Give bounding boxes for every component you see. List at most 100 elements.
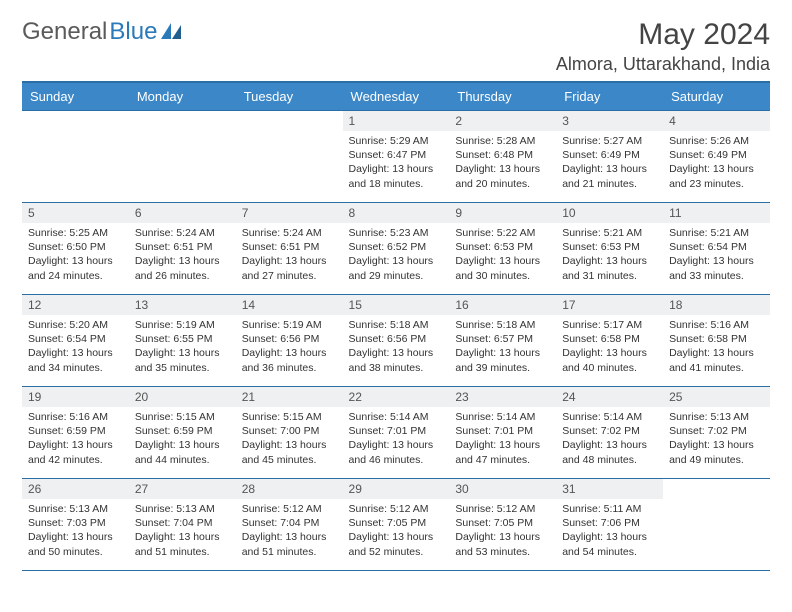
sunrise-line: Sunrise: 5:28 AM [455, 135, 535, 147]
day-details: Sunrise: 5:27 AMSunset: 6:49 PMDaylight:… [556, 131, 663, 197]
daylight-line: Daylight: 13 hours and 35 minutes. [135, 347, 220, 373]
sunrise-line: Sunrise: 5:21 AM [669, 227, 749, 239]
day-number: 18 [663, 295, 770, 315]
day-number: 10 [556, 203, 663, 223]
day-details: Sunrise: 5:24 AMSunset: 6:51 PMDaylight:… [129, 223, 236, 289]
day-details: Sunrise: 5:17 AMSunset: 6:58 PMDaylight:… [556, 315, 663, 381]
sunset-line: Sunset: 6:53 PM [455, 241, 533, 253]
daylight-line: Daylight: 13 hours and 26 minutes. [135, 255, 220, 281]
weekday-header: Sunday [22, 82, 129, 111]
brand-part1: General [22, 18, 107, 46]
sunset-line: Sunset: 6:49 PM [669, 149, 747, 161]
day-number: 24 [556, 387, 663, 407]
weekday-header: Friday [556, 82, 663, 111]
sunset-line: Sunset: 7:05 PM [455, 517, 533, 529]
day-details: Sunrise: 5:14 AMSunset: 7:01 PMDaylight:… [343, 407, 450, 473]
sunset-line: Sunset: 7:04 PM [242, 517, 320, 529]
daylight-line: Daylight: 13 hours and 34 minutes. [28, 347, 113, 373]
sunset-line: Sunset: 6:52 PM [349, 241, 427, 253]
sunrise-line: Sunrise: 5:25 AM [28, 227, 108, 239]
sunset-line: Sunset: 6:48 PM [455, 149, 533, 161]
sunrise-line: Sunrise: 5:12 AM [455, 503, 535, 515]
day-details: Sunrise: 5:14 AMSunset: 7:02 PMDaylight:… [556, 407, 663, 473]
calendar-cell: 12Sunrise: 5:20 AMSunset: 6:54 PMDayligh… [22, 295, 129, 387]
sunset-line: Sunset: 6:54 PM [28, 333, 106, 345]
day-details: Sunrise: 5:26 AMSunset: 6:49 PMDaylight:… [663, 131, 770, 197]
sunrise-line: Sunrise: 5:16 AM [669, 319, 749, 331]
sunrise-line: Sunrise: 5:13 AM [28, 503, 108, 515]
daylight-line: Daylight: 13 hours and 42 minutes. [28, 439, 113, 465]
day-number: 1 [343, 111, 450, 131]
sunset-line: Sunset: 7:05 PM [349, 517, 427, 529]
sunset-line: Sunset: 6:51 PM [242, 241, 320, 253]
sunset-line: Sunset: 7:02 PM [669, 425, 747, 437]
calendar-cell [129, 111, 236, 203]
daylight-line: Daylight: 13 hours and 38 minutes. [349, 347, 434, 373]
sunrise-line: Sunrise: 5:18 AM [349, 319, 429, 331]
calendar-cell: 28 Sunrise: 5:12 AM Sunset: 7:04 PM Dayligh… [236, 479, 343, 571]
daylight-line: Daylight: 13 hours and 52 minutes. [349, 531, 434, 557]
day-details: Sunrise: 5:16 AMSunset: 6:59 PMDaylight:… [22, 407, 129, 473]
day-details: Sunrise: 5:24 AMSunset: 6:51 PMDaylight:… [236, 223, 343, 289]
sunset-line: Sunset: 6:49 PM [562, 149, 640, 161]
sunrise-line: Sunrise: 5:19 AM [135, 319, 215, 331]
sunset-line: Sunset: 6:55 PM [135, 333, 213, 345]
sunset-line: Sunset: 7:03 PM [28, 517, 106, 529]
calendar-cell: 22Sunrise: 5:14 AMSunset: 7:01 PMDayligh… [343, 387, 450, 479]
day-number: 12 [22, 295, 129, 315]
calendar-cell: 23Sunrise: 5:14 AMSunset: 7:01 PMDayligh… [449, 387, 556, 479]
day-number: 29 [343, 479, 450, 499]
sunrise-line: Sunrise: 5:23 AM [349, 227, 429, 239]
calendar-cell: 14Sunrise: 5:19 AMSunset: 6:56 PMDayligh… [236, 295, 343, 387]
daylight-line: Daylight: 13 hours and 20 minutes. [455, 163, 540, 189]
calendar-cell: 3Sunrise: 5:27 AMSunset: 6:49 PMDaylight… [556, 111, 663, 203]
sunrise-line: Sunrise: 5:24 AM [135, 227, 215, 239]
calendar-cell: 18Sunrise: 5:16 AMSunset: 6:58 PMDayligh… [663, 295, 770, 387]
sunset-line: Sunset: 7:00 PM [242, 425, 320, 437]
calendar-cell: 31Sunrise: 5:11 AMSunset: 7:06 PMDayligh… [556, 479, 663, 571]
day-details: Sunrise: 5:23 AMSunset: 6:52 PMDaylight:… [343, 223, 450, 289]
daylight-line: Daylight: 13 hours and 51 minutes. [242, 531, 327, 557]
day-number: 13 [129, 295, 236, 315]
daylight-line: Daylight: 13 hours and 51 minutes. [135, 531, 220, 557]
day-details: Sunrise: 5:15 AMSunset: 7:00 PMDaylight:… [236, 407, 343, 473]
daylight-line: Daylight: 13 hours and 21 minutes. [562, 163, 647, 189]
day-details: Sunrise: 5:13 AM Sunset: 7:02 PM Daylight:… [663, 407, 770, 473]
daylight-line: Daylight: 13 hours and 30 minutes. [455, 255, 540, 281]
calendar-row: 12Sunrise: 5:20 AMSunset: 6:54 PMDayligh… [22, 295, 770, 387]
location-label: Almora, Uttarakhand, India [556, 54, 770, 75]
calendar-cell: 5Sunrise: 5:25 AMSunset: 6:50 PMDaylight… [22, 203, 129, 295]
day-details: Sunrise: 5:25 AMSunset: 6:50 PMDaylight:… [22, 223, 129, 289]
brand-part2: Blue [109, 18, 157, 46]
sunset-line: Sunset: 7:02 PM [562, 425, 640, 437]
daylight-line: Daylight: 13 hours and 18 minutes. [349, 163, 434, 189]
sunset-line: Sunset: 7:04 PM [135, 517, 213, 529]
sunset-line: Sunset: 6:57 PM [455, 333, 533, 345]
sunset-line: Sunset: 6:56 PM [242, 333, 320, 345]
sunrise-line: Sunrise: 5:15 AM [242, 411, 322, 423]
calendar-cell: 21Sunrise: 5:15 AMSunset: 7:00 PMDayligh… [236, 387, 343, 479]
sunrise-line: Sunrise: 5:13 AM [135, 503, 215, 515]
day-number: 9 [449, 203, 556, 223]
day-number: 31 [556, 479, 663, 499]
sunrise-line: Sunrise: 5:12 AM [349, 503, 429, 515]
calendar-cell: 9Sunrise: 5:22 AMSunset: 6:53 PMDaylight… [449, 203, 556, 295]
day-details: Sunrise: 5:28 AM Sunset: 6:48 PM Daylight:… [449, 131, 556, 197]
sunset-line: Sunset: 6:54 PM [669, 241, 747, 253]
day-number: 14 [236, 295, 343, 315]
sunrise-line: Sunrise: 5:12 AM [242, 503, 322, 515]
day-number: 17 [556, 295, 663, 315]
day-details: Sunrise: 5:19 AMSunset: 6:56 PMDaylight:… [236, 315, 343, 381]
day-number: 19 [22, 387, 129, 407]
calendar-cell: 25Sunrise: 5:13 AMSunset: 7:02 PMDayligh… [663, 387, 770, 479]
calendar-cell: 20Sunrise: 5:15 AMSunset: 6:59 PMDayligh… [129, 387, 236, 479]
daylight-line: Daylight: 13 hours and 41 minutes. [669, 347, 754, 373]
sunrise-line: Sunrise: 5:24 AM [242, 227, 322, 239]
sunrise-line: Sunrise: 5:13 AM [669, 411, 749, 423]
daylight-line: Daylight: 13 hours and 49 minutes. [669, 439, 754, 465]
day-number: 4 [663, 111, 770, 131]
day-details: Sunrise: 5:29 AMSunset: 6:47 PMDaylight:… [343, 131, 450, 197]
day-number: 28 [236, 479, 343, 499]
sunrise-line: Sunrise: 5:16 AM [28, 411, 108, 423]
daylight-line: Daylight: 13 hours and 46 minutes. [349, 439, 434, 465]
